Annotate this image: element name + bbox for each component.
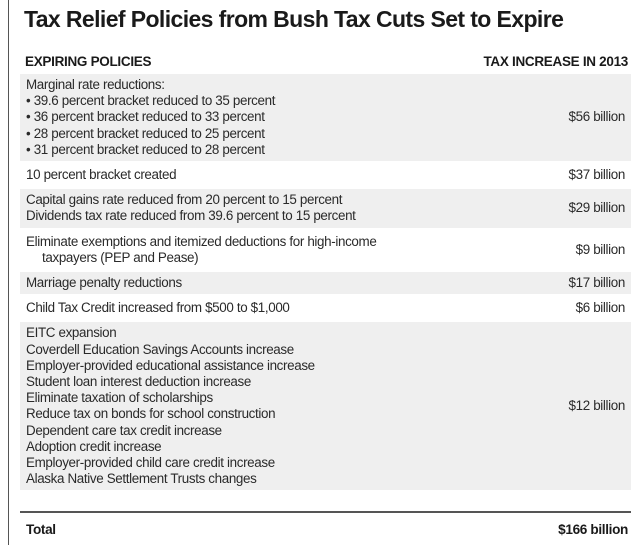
table-row: Child Tax Credit increased from $500 to … [20,297,631,320]
policy-description: Marginal rate reductions: • 39.6 percent… [26,77,559,158]
tax-increase-amount: $37 billion [568,167,626,183]
total-divider [20,511,631,513]
tax-increase-amount: $12 billion [568,398,626,414]
tax-increase-amount: $29 billion [568,200,626,216]
policy-line: Dividends tax rate reduced from 39.6 per… [26,208,356,224]
policy-line: Student loan interest deduction increase [26,374,251,390]
policy-line: Coverdell Education Savings Accounts inc… [26,341,294,357]
policy-line: Eliminate taxation of scholarships [26,390,213,406]
tax-increase-amount: $9 billion [575,241,626,257]
policy-line: • 31 percent bracket reduced to 28 perce… [26,141,265,157]
table-row: Eliminate exemptions and itemized deduct… [20,230,631,270]
policy-description: Capital gains rate reduced from 20 perce… [26,192,559,224]
total-label: Total [26,522,56,537]
policy-description: Marriage penalty reductions [26,275,559,291]
policy-description: Child Tax Credit increased from $500 to … [26,300,566,316]
policy-line: Reduce tax on bonds for school construct… [26,406,276,422]
policy-line: Employer-provided child care credit incr… [26,455,275,471]
total-amount: $166 billion [558,522,628,537]
policy-line: Child Tax Credit increased from $500 to … [26,300,290,316]
policy-line: EITC expansion [26,325,117,341]
tax-increase-amount: $6 billion [575,300,626,316]
policy-line: • 36 percent bracket reduced to 33 perce… [26,109,265,125]
policies-table: Marginal rate reductions: • 39.6 percent… [20,74,631,493]
column-header-policies: EXPIRING POLICIES [25,54,152,69]
tax-increase-amount: $56 billion [568,109,626,125]
policy-description: Eliminate exemptions and itemized deduct… [26,234,566,266]
policy-line: Employer-provided educational assistance… [26,357,315,373]
policy-line: Marginal rate reductions: [26,77,165,92]
policy-description: EITC expansion Coverdell Education Savin… [26,325,559,487]
policy-line: Dependent care tax credit increase [26,422,222,438]
left-border-rule [8,0,9,545]
policy-line: 10 percent bracket created [26,167,177,183]
policy-line: • 28 percent bracket reduced to 25 perce… [26,125,265,141]
table-row: Capital gains rate reduced from 20 perce… [20,189,631,228]
total-row: Total $166 billion [26,522,628,537]
table-row: 10 percent bracket created $37 billion [20,164,631,187]
policy-line: Adoption credit increase [26,438,162,454]
page-title: Tax Relief Policies from Bush Tax Cuts S… [24,6,564,32]
tax-increase-amount: $17 billion [568,275,626,291]
policy-line: taxpayers (PEP and Pease) [42,249,199,265]
policy-line: Eliminate exemptions and itemized deduct… [26,233,377,249]
policy-line: Marriage penalty reductions [26,275,182,291]
policy-line: Capital gains rate reduced from 20 perce… [26,192,343,208]
table-row: Marginal rate reductions: • 39.6 percent… [20,74,631,162]
policy-description: 10 percent bracket created [26,167,559,183]
table-row: EITC expansion Coverdell Education Savin… [20,322,631,491]
policy-line: Alaska Native Settlement Trusts changes [26,471,257,487]
policy-line: • 39.6 percent bracket reduced to 35 per… [26,93,276,109]
table-row: Marriage penalty reductions $17 billion [20,272,631,295]
column-header-tax-increase: TAX INCREASE IN 2013 [483,54,628,69]
